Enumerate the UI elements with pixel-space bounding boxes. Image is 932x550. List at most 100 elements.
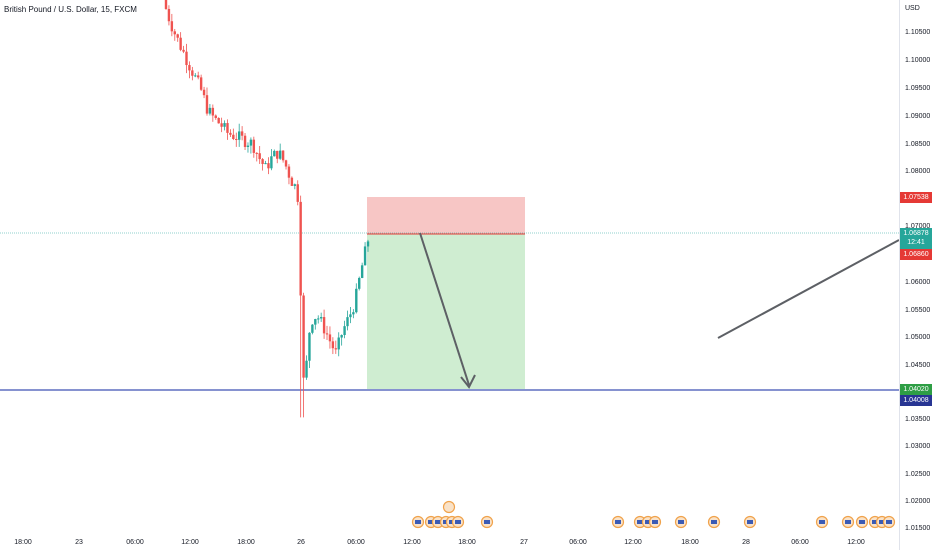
candle-body	[267, 163, 270, 169]
candle-body	[211, 107, 215, 116]
flag-icon	[645, 520, 651, 524]
price-tick: 1.02500	[905, 471, 931, 478]
price-tick: 1.06000	[905, 279, 931, 286]
price-tick: 1.09000	[905, 113, 931, 120]
time-tick: 06:00	[126, 539, 144, 546]
candle-body	[164, 0, 168, 9]
candle-body	[240, 131, 244, 136]
flag-icon	[652, 520, 658, 524]
time-tick: 18:00	[14, 539, 32, 546]
flag-icon	[747, 520, 753, 524]
candle-body	[337, 337, 340, 350]
time-tick: 12:00	[624, 539, 642, 546]
flag-icon	[484, 520, 490, 524]
time-tick: 06:00	[347, 539, 365, 546]
candle-body	[205, 95, 209, 114]
flag-icon	[872, 520, 878, 524]
candle-body	[232, 134, 235, 139]
candle-body	[363, 246, 367, 266]
time-tick: 18:00	[458, 539, 476, 546]
currency-label: USD	[905, 5, 920, 12]
down-arrow[interactable]	[419, 232, 476, 389]
candle-body	[355, 288, 358, 313]
flag-icon	[879, 520, 885, 524]
candle-body	[302, 295, 305, 378]
flag-icon	[428, 520, 434, 524]
candle-body	[290, 177, 294, 186]
flag-icon	[615, 520, 621, 524]
uk-flag-event-icon[interactable]	[442, 500, 456, 514]
candle-body	[202, 89, 206, 96]
time-axis: 18:00 23 06:00 12:00 18:00 26 06:00 12:00 18:00 2…	[14, 539, 865, 546]
candle-body	[252, 139, 256, 153]
candle-body	[293, 184, 297, 186]
chart-title: British Pound / U.S. Dollar, 15, FXCM	[4, 5, 137, 14]
price-tick: 1.10500	[905, 29, 931, 36]
price-tick: 1.08500	[905, 141, 931, 148]
candle-body	[346, 317, 349, 327]
candle-body	[305, 360, 308, 378]
candle-body	[343, 326, 346, 336]
candle-body	[314, 319, 317, 325]
candle-body	[188, 65, 191, 71]
candle-body	[182, 49, 185, 52]
candle-body	[296, 184, 299, 202]
candle-body	[284, 160, 288, 167]
candle-body	[217, 117, 220, 124]
time-tick: 28	[742, 539, 750, 546]
candle-body	[194, 75, 197, 77]
flag-icon	[845, 520, 851, 524]
trend-line[interactable]	[717, 239, 899, 339]
candle-body	[243, 135, 247, 147]
current-price-tag: 1.06878 12:41	[900, 228, 932, 249]
candle-body	[246, 145, 250, 147]
price-tick: 1.04500	[905, 362, 931, 369]
flag-icon	[637, 520, 643, 524]
stop-price-tag: 1.07538	[900, 192, 932, 203]
economic-events[interactable]	[411, 500, 896, 529]
candle-body	[223, 123, 226, 127]
candle-body	[317, 318, 320, 320]
candle-body	[199, 77, 203, 90]
candle-body	[273, 150, 276, 157]
time-tick: 06:00	[791, 539, 809, 546]
candle-body	[328, 334, 332, 342]
price-chart[interactable]: 18:00 23 06:00 12:00 18:00 26 06:00 12:00 18:00 2…	[0, 0, 899, 550]
candle-body	[360, 265, 364, 278]
flag-icon	[455, 520, 461, 524]
time-tick: 18:00	[237, 539, 255, 546]
stop-zone[interactable]	[367, 197, 525, 234]
candle-body	[176, 34, 179, 38]
flag-icon	[435, 520, 441, 524]
price-tick: 1.05000	[905, 334, 931, 341]
candle-body	[325, 333, 329, 335]
candle-body	[299, 201, 302, 296]
current-price-value: 1.06878	[903, 230, 929, 237]
candle-body	[167, 8, 171, 22]
candle-body	[255, 152, 258, 154]
price-tick: 1.01500	[905, 525, 931, 532]
candle-body	[261, 159, 264, 164]
candle-body	[352, 312, 355, 315]
time-tick: 18:00	[681, 539, 699, 546]
candle-body	[264, 163, 267, 165]
candle-body	[308, 332, 311, 361]
candle-body	[258, 153, 261, 160]
candle-body	[197, 75, 200, 78]
price-tick: 1.09500	[905, 85, 931, 92]
price-tick: 1.05500	[905, 307, 931, 314]
candle-body	[270, 156, 273, 169]
candle-body	[220, 123, 223, 127]
flag-icon	[711, 520, 717, 524]
candle-body	[170, 21, 174, 32]
candle-body	[185, 51, 188, 66]
target-price-tag: 1.04020	[900, 384, 932, 395]
time-tick: 12:00	[847, 539, 865, 546]
price-tick: 1.03500	[905, 416, 931, 423]
flag-icon	[678, 520, 684, 524]
price-tick: 1.10000	[905, 57, 931, 64]
horizontal-line-price-tag: 1.04008	[900, 395, 932, 406]
candles	[164, 0, 370, 418]
price-axis[interactable]: USD 1.10500 1.10000 1.09500 1.09000 1.08…	[899, 0, 932, 550]
flag-icon	[859, 520, 865, 524]
